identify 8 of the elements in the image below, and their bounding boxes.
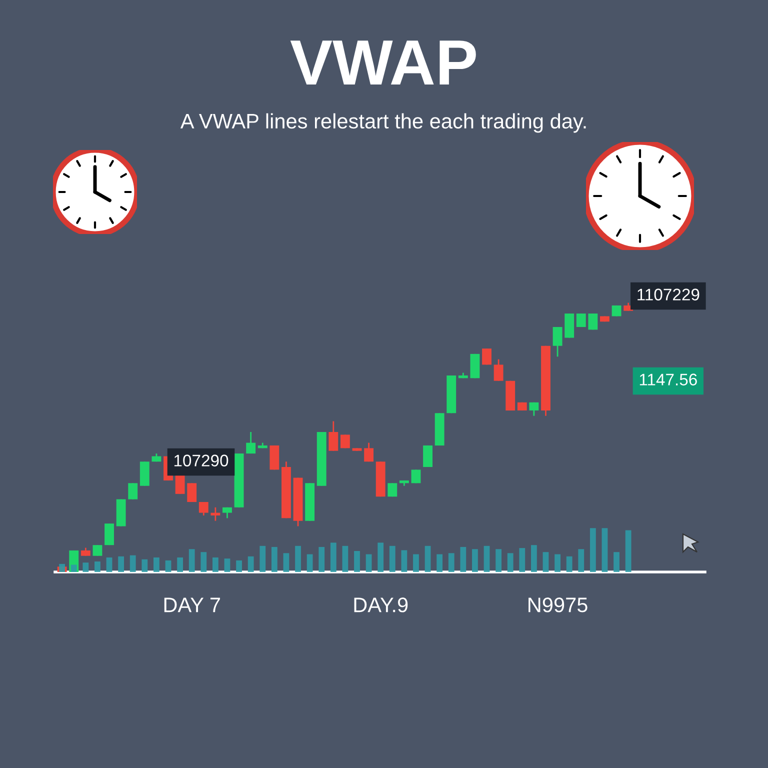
chart-subtitle: A VWAP lines relestart the each trading day. [180, 113, 586, 133]
chart-title: VWAP [290, 40, 476, 85]
x-tick-label: DAY.9 [354, 598, 408, 612]
text: 1107229 [638, 288, 700, 300]
text: 1147.56 [640, 374, 697, 386]
x-tick-label: DAY 7 [164, 598, 220, 612]
annotation: 107290 [174, 454, 228, 466]
x-tick-label: N9975 [528, 598, 588, 612]
